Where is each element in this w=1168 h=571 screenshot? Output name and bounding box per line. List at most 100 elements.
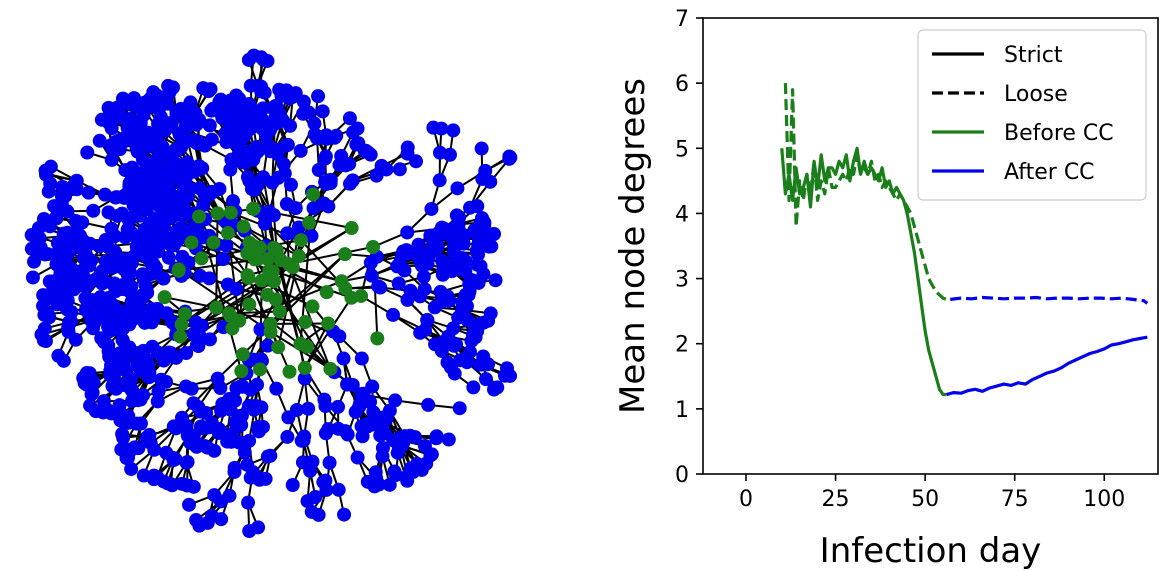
network-node-after-cc — [56, 231, 71, 246]
network-node-after-cc — [360, 419, 375, 434]
network-node-after-cc — [283, 177, 298, 192]
network-node-before-cc — [206, 235, 221, 250]
network-node-before-cc — [246, 201, 261, 216]
network-node-after-cc — [111, 106, 126, 121]
network-node-after-cc — [150, 138, 165, 153]
network-node-after-cc — [280, 137, 295, 152]
network-node-after-cc — [301, 105, 316, 120]
network-node-after-cc — [458, 264, 473, 279]
network-node-after-cc — [147, 181, 162, 196]
network-node-after-cc — [127, 440, 142, 455]
legend-box — [917, 29, 1147, 201]
network-node-after-cc — [296, 94, 311, 109]
network-node-before-cc — [241, 270, 256, 285]
network-node-after-cc — [216, 252, 231, 267]
network-node-after-cc — [306, 201, 321, 216]
network-node-after-cc — [138, 311, 153, 326]
network-node-after-cc — [214, 512, 229, 527]
network-node-after-cc — [441, 432, 456, 447]
network-node-after-cc — [411, 237, 426, 252]
network-node-after-cc — [388, 393, 403, 408]
network-node-after-cc — [76, 275, 91, 290]
network-node-after-cc — [293, 143, 308, 158]
network-node-after-cc — [285, 477, 300, 492]
network-node-after-cc — [117, 378, 132, 393]
network-node-after-cc — [304, 228, 319, 243]
network-node-after-cc — [307, 116, 322, 131]
network-node-after-cc — [124, 394, 139, 409]
network-node-before-cc — [302, 215, 317, 230]
network-node-after-cc — [466, 380, 481, 395]
network-node-after-cc — [92, 133, 107, 148]
line-chart: 0 25 50 75 100 0 1 2 3 4 5 6 7 Strict Loose Before CC A… — [613, 7, 1159, 571]
network-node-after-cc — [331, 482, 346, 497]
network-node-before-cc — [354, 288, 369, 303]
network-node-after-cc — [140, 226, 155, 241]
network-node-after-cc — [186, 479, 201, 494]
network-node-after-cc — [164, 118, 179, 133]
network-node-after-cc — [478, 163, 493, 178]
network-node-after-cc — [388, 468, 403, 483]
network-node-after-cc — [417, 282, 432, 297]
network-node-after-cc — [479, 372, 494, 387]
network-node-after-cc — [342, 111, 357, 126]
network-node-after-cc — [229, 282, 244, 297]
network-node-after-cc — [150, 394, 165, 409]
network-node-before-cc — [266, 274, 281, 289]
network-node-after-cc — [241, 52, 256, 67]
network-node-before-cc — [297, 360, 312, 375]
network-node-after-cc — [112, 142, 127, 157]
network-node-before-cc — [272, 304, 287, 319]
network-node-after-cc — [462, 344, 477, 359]
network-node-after-cc — [169, 192, 184, 207]
network-node-after-cc — [130, 144, 145, 159]
network-node-after-cc — [104, 152, 119, 167]
network-node-after-cc — [316, 475, 331, 490]
network-node-after-cc — [124, 462, 139, 477]
network-node-after-cc — [277, 166, 292, 181]
network-node-after-cc — [400, 225, 415, 240]
network-node-after-cc — [156, 271, 171, 286]
network-node-after-cc — [260, 53, 275, 68]
network-node-after-cc — [212, 181, 227, 196]
network-node-after-cc — [98, 187, 113, 202]
network-node-before-cc — [250, 252, 265, 267]
network-node-after-cc — [100, 402, 115, 417]
network-node-after-cc — [470, 199, 485, 214]
x-tick-label: 25 — [822, 487, 850, 512]
network-node-before-cc — [246, 238, 261, 253]
network-node-after-cc — [409, 154, 424, 169]
network-node-after-cc — [391, 276, 406, 291]
network-node-after-cc — [109, 256, 124, 271]
network-node-after-cc — [147, 468, 162, 483]
network-node-after-cc — [433, 284, 448, 299]
network-node-before-cc — [306, 187, 321, 202]
network-node-after-cc — [249, 139, 264, 154]
network-node-after-cc — [281, 410, 296, 425]
network-node-after-cc — [220, 427, 235, 442]
network-node-after-cc — [386, 307, 401, 322]
network-node-after-cc — [85, 296, 100, 311]
network-node-before-cc — [344, 221, 359, 236]
network-node-after-cc — [413, 325, 428, 340]
network-node-after-cc — [38, 334, 53, 349]
network-node-after-cc — [375, 449, 390, 464]
network-node-after-cc — [502, 149, 517, 164]
network-node-after-cc — [318, 399, 333, 414]
network-node-after-cc — [311, 163, 326, 178]
network-node-before-cc — [262, 263, 277, 278]
network-edge — [178, 268, 272, 333]
network-node-after-cc — [166, 80, 181, 95]
network-node-after-cc — [403, 461, 418, 476]
network-node-before-cc — [370, 331, 385, 346]
network-node-after-cc — [37, 247, 52, 262]
network-node-before-cc — [209, 300, 224, 315]
network-node-after-cc — [497, 368, 512, 383]
network-node-after-cc — [204, 416, 219, 431]
network-node-after-cc — [427, 300, 442, 315]
network-node-after-cc — [360, 145, 375, 160]
network-node-after-cc — [132, 301, 147, 316]
network-node-after-cc — [162, 349, 177, 364]
network-edge — [164, 296, 217, 309]
network-node-after-cc — [180, 183, 195, 198]
